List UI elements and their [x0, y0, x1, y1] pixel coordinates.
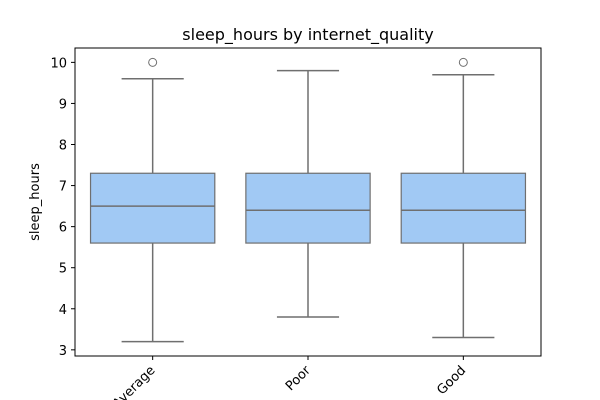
plot-area: 3 4 5 6 7 8 9 10 Average Poor Good [50, 47, 542, 400]
x-tick-label: Good [434, 363, 469, 398]
y-axis-label: sleep_hours [28, 163, 43, 241]
y-tick-label: 5 [59, 262, 67, 277]
y-tick-label: 10 [50, 56, 67, 71]
outlier-point [148, 57, 158, 67]
box-iqr [400, 172, 527, 244]
box-group [400, 57, 527, 339]
box-iqr [89, 172, 216, 244]
box-iqr [245, 172, 371, 244]
y-tick-label: 7 [59, 180, 67, 195]
outlier-point [458, 57, 468, 67]
x-tick-label: Poor [283, 363, 314, 394]
y-tick-label: 6 [59, 221, 67, 236]
y-tick-label: 3 [59, 344, 67, 359]
y-tick-label: 8 [59, 139, 67, 154]
box-group [89, 57, 216, 343]
box-group [245, 69, 371, 318]
y-tick-label: 9 [59, 97, 67, 112]
x-tick-label: Average [110, 363, 158, 400]
y-tick-label: 4 [59, 303, 67, 318]
chart-title: sleep_hours by internet_quality [182, 25, 433, 45]
